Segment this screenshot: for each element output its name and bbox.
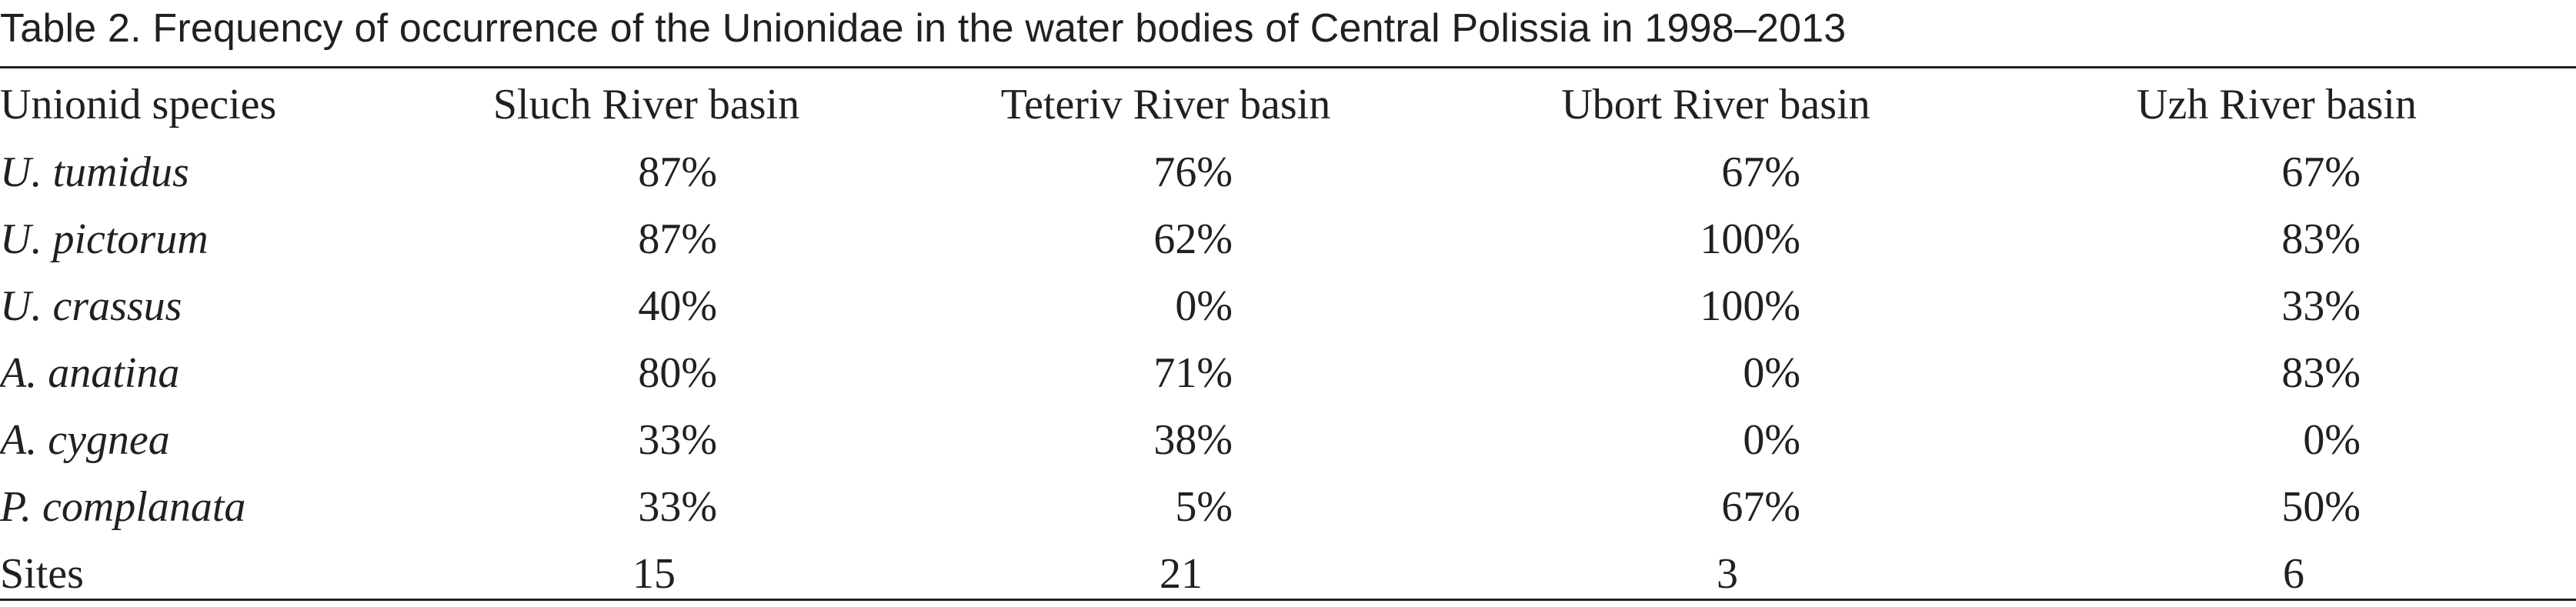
teteriv-value: 71% [1153,349,1233,397]
uzh-value: 50% [2281,482,2361,531]
column-header-sluch: Sluch River basin [492,81,800,128]
uzh-value: 67% [2281,148,2361,196]
table-row: A. anatina 80% 71% 0% 83% [0,339,2576,406]
ubort-sites-count: 3 [1717,549,1738,598]
table-row: A. cygnea 33% 38% 0% 0% [0,406,2576,473]
sluch-value: 33% [638,415,717,464]
sluch-sites-count: 15 [632,549,676,598]
table-row: U. pictorum 87% 62% 100% 83% [0,205,2576,272]
table-header-row: Unionid species Sluch River basin Teteri… [0,71,2576,138]
sluch-value: 87% [638,215,717,263]
ubort-value: 100% [1700,282,1800,330]
ubort-value: 0% [1743,349,1800,397]
species-name: A. anatina [0,349,180,397]
sluch-value: 80% [638,349,717,397]
ubort-value: 0% [1743,415,1800,464]
teteriv-value: 76% [1153,148,1233,196]
uzh-sites-count: 6 [2283,549,2304,598]
table-caption: Table 2. Frequency of occurrence of the … [0,6,1847,51]
ubort-value: 100% [1700,215,1800,263]
species-name: U. pictorum [0,215,209,263]
column-header-ubort: Ubort River basin [1561,81,1870,128]
uzh-value: 0% [2303,415,2361,464]
column-header-uzh: Uzh River basin [2137,81,2417,128]
teteriv-value: 62% [1153,215,1233,263]
ubort-value: 67% [1721,148,1800,196]
sluch-value: 40% [638,282,717,330]
teteriv-sites-count: 21 [1160,549,1203,598]
table-row: U. tumidus 87% 76% 67% 67% [0,138,2576,205]
table-row: P. complanata 33% 5% 67% 50% [0,473,2576,540]
uzh-value: 83% [2281,349,2361,397]
uzh-value: 83% [2281,215,2361,263]
teteriv-value: 5% [1175,482,1233,531]
table-row: U. crassus 40% 0% 100% 33% [0,272,2576,339]
species-name: P. complanata [0,482,246,531]
table-bottom-rule [0,599,2576,601]
sluch-value: 87% [638,148,717,196]
sites-label: Sites [0,549,84,598]
unionidae-frequency-table: Unionid species Sluch River basin Teteri… [0,71,2576,607]
sites-row: Sites 15 21 3 6 [0,540,2576,607]
species-name: U. crassus [0,282,182,330]
column-header-species: Unionid species [0,81,277,128]
ubort-value: 67% [1721,482,1800,531]
column-header-teteriv: Teteriv River basin [1000,81,1331,128]
table-top-rule [0,66,2576,68]
sluch-value: 33% [638,482,717,531]
uzh-value: 33% [2281,282,2361,330]
species-name: U. tumidus [0,148,189,196]
teteriv-value: 0% [1175,282,1233,330]
species-name: A. cygnea [0,415,170,464]
teteriv-value: 38% [1153,415,1233,464]
